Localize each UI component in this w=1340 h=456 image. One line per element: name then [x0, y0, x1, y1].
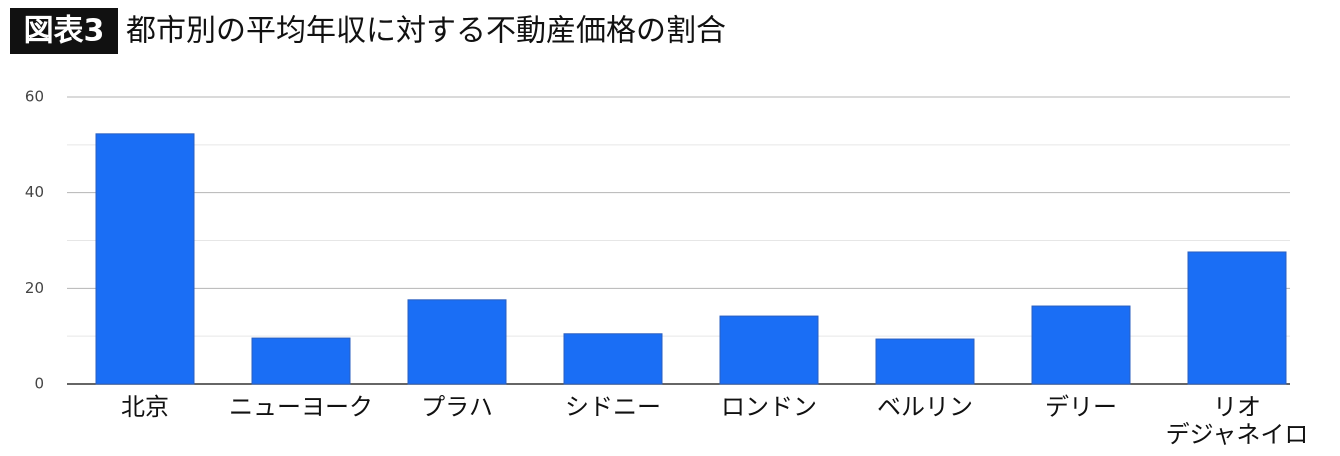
y-tick-label: 60 [25, 88, 44, 106]
bar [563, 333, 663, 385]
x-tick-label: 北京 [121, 393, 169, 421]
x-tick-label: プラハ [421, 393, 493, 421]
x-tick-label: シドニー [565, 393, 661, 421]
bar [95, 133, 195, 385]
y-tick-label: 20 [25, 279, 44, 297]
x-tick-label: ロンドン [721, 393, 817, 421]
bar [407, 299, 507, 385]
chart-title: 都市別の平均年収に対する不動産価格の割合 [126, 14, 726, 49]
badge: 図表3 [24, 14, 105, 49]
bar [719, 315, 819, 385]
x-tick-label: リオデジャネイロ [1166, 393, 1309, 449]
bar [251, 337, 351, 385]
y-tick-label: 40 [25, 183, 44, 201]
x-tick-label: ニューヨーク [229, 393, 373, 421]
x-tick-label: デリー [1045, 393, 1117, 421]
bar [1031, 305, 1131, 385]
bar [875, 338, 975, 385]
y-tick-label: 0 [34, 375, 44, 393]
bar [1187, 251, 1287, 385]
x-tick-label: ベルリン [877, 393, 973, 421]
badge-box [10, 8, 118, 54]
